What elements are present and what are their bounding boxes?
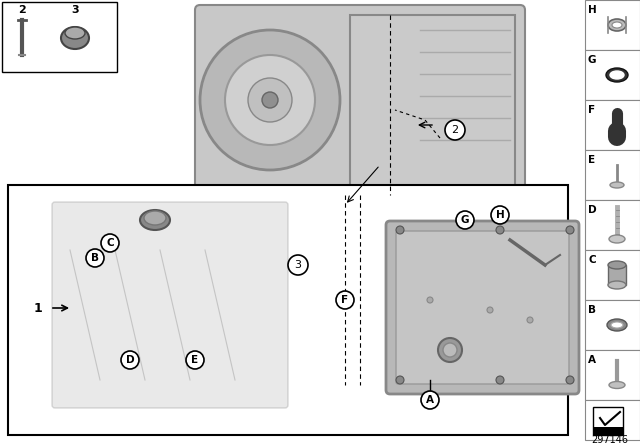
Circle shape <box>566 226 574 234</box>
Circle shape <box>527 317 533 323</box>
Circle shape <box>443 343 457 357</box>
Text: 3: 3 <box>294 260 301 270</box>
Bar <box>585 100 640 150</box>
Ellipse shape <box>65 27 85 39</box>
Circle shape <box>101 234 119 252</box>
Ellipse shape <box>140 210 170 230</box>
Text: C: C <box>588 255 596 265</box>
Ellipse shape <box>610 182 624 188</box>
Bar <box>585 300 640 350</box>
Bar <box>350 15 515 190</box>
Text: F: F <box>588 105 596 115</box>
Text: E: E <box>191 355 198 365</box>
Text: 1: 1 <box>34 302 42 314</box>
Circle shape <box>86 249 104 267</box>
Text: 297146: 297146 <box>591 435 628 445</box>
Circle shape <box>445 120 465 140</box>
Circle shape <box>262 92 278 108</box>
Circle shape <box>288 255 308 275</box>
Circle shape <box>396 226 404 234</box>
Circle shape <box>427 297 433 303</box>
Circle shape <box>396 376 404 384</box>
Circle shape <box>225 55 315 145</box>
Bar <box>585 400 640 440</box>
Text: B: B <box>588 305 596 315</box>
Circle shape <box>248 78 292 122</box>
Text: 2: 2 <box>451 125 459 135</box>
Text: D: D <box>588 205 596 215</box>
Text: 3: 3 <box>71 5 79 15</box>
FancyBboxPatch shape <box>52 202 288 408</box>
Ellipse shape <box>144 211 166 225</box>
Text: D: D <box>125 355 134 365</box>
Bar <box>585 350 640 400</box>
FancyBboxPatch shape <box>396 231 569 384</box>
Text: F: F <box>341 295 349 305</box>
Ellipse shape <box>61 27 89 49</box>
Ellipse shape <box>607 319 627 331</box>
Bar <box>585 150 640 200</box>
Ellipse shape <box>612 22 622 28</box>
Text: B: B <box>91 253 99 263</box>
Bar <box>2 2 117 72</box>
Text: G: G <box>588 55 596 65</box>
Circle shape <box>491 206 509 224</box>
Bar <box>608 265 626 285</box>
Text: A: A <box>588 355 596 365</box>
Ellipse shape <box>611 322 623 328</box>
Circle shape <box>566 376 574 384</box>
Text: 2: 2 <box>18 5 26 15</box>
FancyBboxPatch shape <box>195 5 525 200</box>
Ellipse shape <box>609 382 625 388</box>
Circle shape <box>336 291 354 309</box>
Text: E: E <box>588 155 596 165</box>
Ellipse shape <box>610 71 624 79</box>
Circle shape <box>200 30 340 170</box>
Ellipse shape <box>609 235 625 243</box>
Bar <box>585 0 640 50</box>
Circle shape <box>121 351 139 369</box>
Text: C: C <box>106 238 114 248</box>
Bar <box>593 427 623 435</box>
Text: H: H <box>588 5 596 15</box>
Bar <box>585 250 640 300</box>
Ellipse shape <box>606 68 628 82</box>
Circle shape <box>421 391 439 409</box>
Circle shape <box>456 211 474 229</box>
Bar <box>585 50 640 100</box>
Ellipse shape <box>608 281 626 289</box>
Text: H: H <box>495 210 504 220</box>
Bar <box>8 185 568 435</box>
Circle shape <box>487 307 493 313</box>
Circle shape <box>438 338 462 362</box>
Text: A: A <box>426 395 434 405</box>
FancyBboxPatch shape <box>593 407 623 435</box>
FancyBboxPatch shape <box>386 221 579 394</box>
Ellipse shape <box>608 261 626 269</box>
Bar <box>585 200 640 250</box>
Circle shape <box>496 376 504 384</box>
Ellipse shape <box>608 19 626 31</box>
Circle shape <box>186 351 204 369</box>
Circle shape <box>496 226 504 234</box>
Text: G: G <box>461 215 469 225</box>
